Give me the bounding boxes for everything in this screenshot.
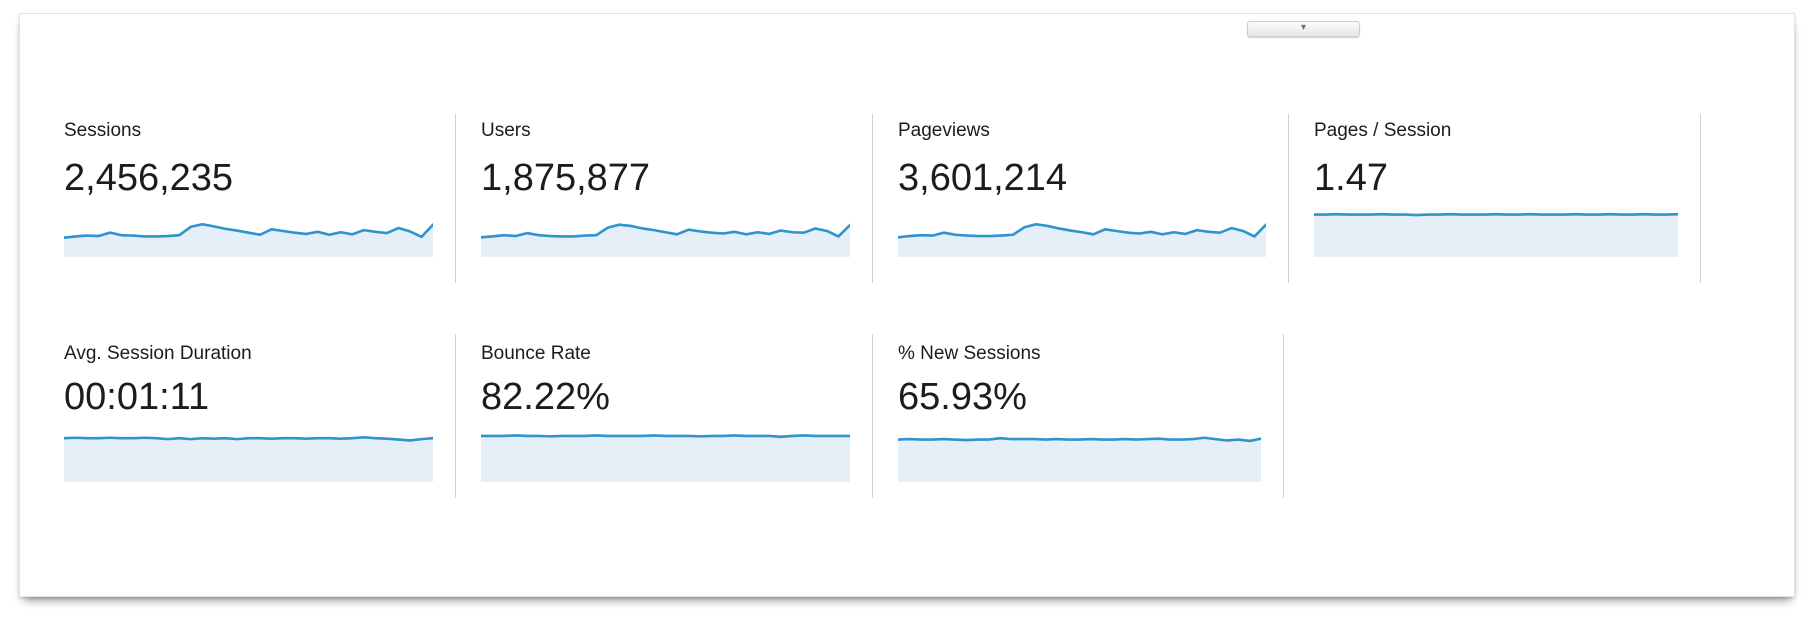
metric-card-percent-new-sessions[interactable]: % New Sessions 65.93%	[873, 334, 1284, 498]
metric-value: 65.93%	[898, 376, 1027, 418]
metrics-row-1: Sessions 2,456,235 Users 1,875,877 Pagev…	[20, 114, 1794, 283]
metric-card-pages-per-session[interactable]: Pages / Session 1.47	[1289, 114, 1701, 283]
metrics-row-2: Avg. Session Duration 00:01:11 Bounce Ra…	[20, 334, 1794, 498]
users-sparkline-chart	[481, 211, 850, 257]
metric-value: 1,875,877	[481, 157, 651, 199]
metric-label: Pages / Session	[1314, 120, 1452, 141]
sessions-sparkline-chart	[64, 211, 433, 257]
pageviews-sparkline-chart	[898, 211, 1266, 257]
metric-label: Bounce Rate	[481, 343, 591, 364]
metric-card-sessions[interactable]: Sessions 2,456,235	[20, 114, 456, 283]
metric-card-users[interactable]: Users 1,875,877	[456, 114, 873, 283]
metric-value: 2,456,235	[64, 157, 234, 199]
collapse-panel-button[interactable]: ▾	[1247, 21, 1360, 37]
avg-session-duration-sparkline-chart	[64, 432, 433, 482]
metric-value: 00:01:11	[64, 376, 210, 418]
metric-card-avg-session-duration[interactable]: Avg. Session Duration 00:01:11	[20, 334, 456, 498]
metric-value: 82.22%	[481, 376, 610, 418]
metric-label: % New Sessions	[898, 343, 1041, 364]
metric-card-bounce-rate[interactable]: Bounce Rate 82.22%	[456, 334, 873, 498]
metric-value: 3,601,214	[898, 157, 1068, 199]
metric-label: Pageviews	[898, 120, 990, 141]
chevron-down-icon: ▾	[1300, 22, 1307, 33]
metric-label: Avg. Session Duration	[64, 343, 252, 364]
pages-per-session-sparkline-chart	[1314, 211, 1678, 257]
metric-card-pageviews[interactable]: Pageviews 3,601,214	[873, 114, 1289, 283]
metric-label: Users	[481, 120, 531, 141]
percent-new-sessions-sparkline-chart	[898, 432, 1261, 482]
bounce-rate-sparkline-chart	[481, 432, 850, 482]
metric-label: Sessions	[64, 120, 142, 141]
metrics-summary-panel: ▾ Sessions 2,456,235 Users 1,875,877 Pag…	[19, 13, 1795, 597]
metric-value: 1.47	[1314, 157, 1388, 199]
